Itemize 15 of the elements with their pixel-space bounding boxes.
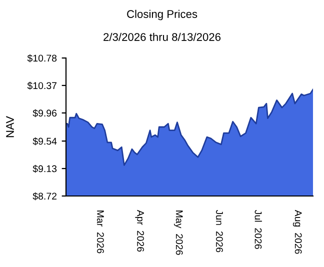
chart-title: Closing Prices [127,10,198,20]
x-tick-label: Mar 2026 [97,210,104,254]
x-tick-label: Apr 2026 [135,210,144,252]
y-tick-label: $9.54 [32,137,57,146]
y-axis-title: NAV [6,116,14,138]
y-tick-label: $10.37 [27,82,56,90]
y-tick-label: $10.78 [27,54,57,62]
x-tick-label: Jul 2026 [254,210,262,249]
chart-subtitle: 2/3/2026 thru 8/13/2026 [104,32,221,41]
x-tick-label: May 2026 [174,210,183,255]
y-tick-label: $9.96 [32,109,57,118]
y-tick-label: $9.13 [32,164,57,173]
y-tick-label: $8.72 [32,192,56,200]
x-tick-label: Aug 2026 [292,210,302,254]
x-tick-label: Jun 2026 [216,210,223,252]
